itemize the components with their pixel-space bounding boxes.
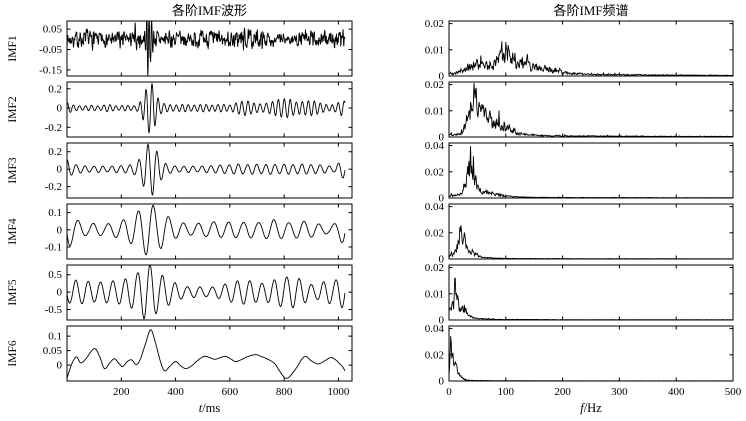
y-tick-label: 0.04 bbox=[425, 323, 445, 335]
x-tick-label: 400 bbox=[668, 386, 685, 398]
imf-spectra-svg: 各阶IMF频谱0.020.0100.020.0100.040.0200.040.… bbox=[425, 3, 742, 415]
y-tick-label: -0.05 bbox=[39, 44, 62, 56]
y-tick-label: 0.02 bbox=[425, 227, 444, 239]
axes-box bbox=[448, 203, 734, 260]
x-tick-label: 200 bbox=[113, 386, 130, 398]
x-tick-label: 200 bbox=[554, 386, 571, 398]
row-ylabel: IMF4 bbox=[7, 218, 19, 244]
series-line bbox=[66, 264, 346, 320]
x-tick-label: 500 bbox=[725, 386, 742, 398]
axes-box bbox=[448, 81, 734, 138]
y-tick-label: 0 bbox=[439, 193, 445, 205]
y-tick-label: -0.2 bbox=[45, 122, 62, 134]
chart-title: 各阶IMF频谱 bbox=[553, 3, 628, 18]
series-line bbox=[448, 336, 733, 382]
row-ylabel: IMF6 bbox=[7, 340, 19, 366]
row-ylabel: IMF2 bbox=[7, 96, 19, 122]
y-tick-label: -0.1 bbox=[45, 241, 62, 253]
y-tick-label: 0.2 bbox=[48, 146, 62, 158]
x-axis-label: f/Hz bbox=[580, 401, 602, 415]
y-tick-label: 0 bbox=[439, 315, 445, 327]
y-tick-label: 0 bbox=[439, 376, 445, 388]
series-line bbox=[66, 204, 346, 256]
y-tick-label: 0.02 bbox=[425, 18, 444, 30]
axes-box bbox=[448, 142, 734, 199]
y-tick-label: 0.02 bbox=[425, 166, 444, 178]
series-line bbox=[448, 225, 734, 260]
x-tick-label: 300 bbox=[611, 386, 628, 398]
axes-box bbox=[66, 142, 353, 199]
y-tick-label: -0.2 bbox=[45, 181, 62, 193]
row-ylabel: IMF1 bbox=[7, 35, 19, 61]
y-tick-label: -0.15 bbox=[39, 64, 62, 76]
x-tick-label: 100 bbox=[498, 386, 515, 398]
y-tick-label: 0.02 bbox=[425, 349, 444, 361]
y-tick-label: 0.05 bbox=[43, 24, 63, 36]
axes-box bbox=[66, 325, 353, 382]
series-line bbox=[448, 277, 734, 321]
y-tick-label: 0.01 bbox=[425, 44, 444, 56]
y-tick-label: 0.04 bbox=[425, 140, 445, 152]
axes-box bbox=[448, 264, 734, 321]
x-tick-label: 400 bbox=[167, 386, 184, 398]
y-tick-label: 0 bbox=[439, 132, 445, 144]
imf-spectra-chart: 各阶IMF频谱 0.02 0.01 0 0.02 0.01 0 0.04 0.02 0 0.04 0.… bbox=[372, 0, 746, 421]
y-tick-label: 0 bbox=[439, 71, 445, 83]
y-tick-label: 0.1 bbox=[48, 331, 62, 343]
axes-box bbox=[66, 203, 353, 260]
series-line bbox=[66, 20, 346, 77]
y-tick-label: 0 bbox=[57, 224, 63, 236]
y-tick-label: 0.02 bbox=[425, 262, 444, 274]
x-tick-label: 800 bbox=[276, 386, 293, 398]
y-tick-label: 0 bbox=[57, 360, 63, 372]
axes-box bbox=[66, 20, 353, 77]
y-tick-label: 0.2 bbox=[48, 83, 62, 95]
series-line bbox=[66, 143, 346, 196]
y-tick-label: 0 bbox=[57, 287, 63, 299]
axes-box bbox=[448, 325, 734, 382]
series-line bbox=[66, 82, 346, 134]
imf-waveforms-svg: 各阶IMF波形 0.05 -0.05 -0.15 IMF1 0.2 0 -0.2 IMF2 0.2… bbox=[7, 3, 353, 415]
y-tick-label: 0.04 bbox=[425, 201, 445, 213]
y-tick-label: 0.05 bbox=[43, 345, 63, 357]
x-tick-label: 1000 bbox=[327, 386, 350, 398]
y-tick-label: 0.01 bbox=[425, 105, 444, 117]
imf-waveforms-chart: 各阶IMF波形 0.05 -0.05 -0.15 IMF1 0.2 0 -0.2 IMF2 0.2… bbox=[0, 0, 372, 421]
x-axis-label: t/ms bbox=[199, 401, 221, 415]
x-tick-label: 600 bbox=[222, 386, 239, 398]
row-ylabel: IMF5 bbox=[7, 279, 19, 305]
series-line bbox=[448, 83, 734, 138]
y-tick-label: -0.5 bbox=[45, 304, 63, 316]
series-line bbox=[448, 146, 734, 199]
y-tick-label: 0 bbox=[439, 254, 445, 266]
chart-title: 各阶IMF波形 bbox=[172, 3, 247, 18]
axes-box bbox=[66, 81, 353, 138]
series-line bbox=[448, 41, 734, 77]
y-tick-label: 0 bbox=[57, 103, 63, 115]
y-tick-label: 0.5 bbox=[48, 269, 62, 281]
y-tick-label: 0.1 bbox=[48, 207, 62, 219]
y-tick-label: 0.02 bbox=[425, 79, 444, 91]
y-tick-label: 0 bbox=[57, 164, 63, 176]
y-tick-label: 0.01 bbox=[425, 288, 444, 300]
axes-box bbox=[448, 20, 734, 77]
series-line bbox=[66, 329, 346, 379]
row-ylabel: IMF3 bbox=[7, 157, 19, 183]
x-tick-label: 0 bbox=[446, 386, 452, 398]
